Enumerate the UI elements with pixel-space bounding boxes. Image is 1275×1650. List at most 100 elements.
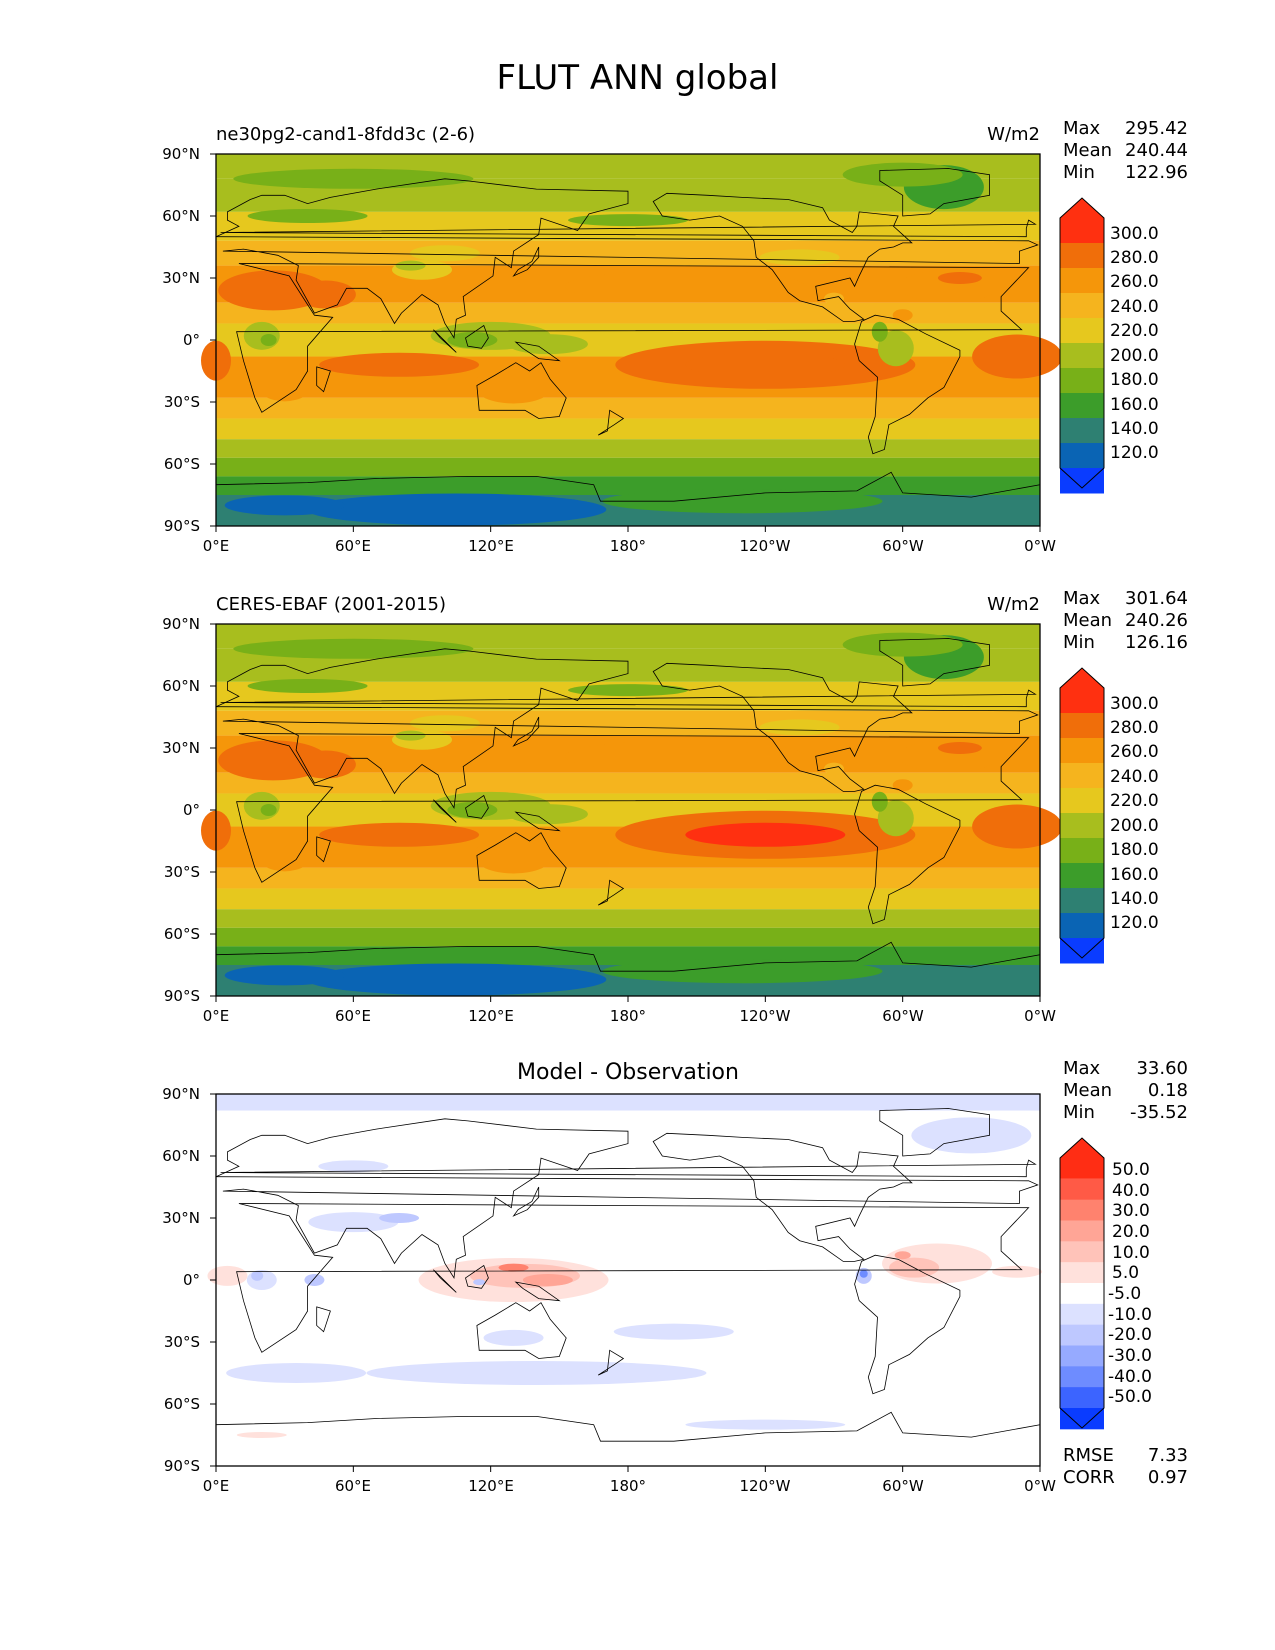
field-blob — [306, 493, 607, 526]
field-blob — [295, 750, 356, 779]
x-tick-label: 120°E — [468, 1007, 514, 1025]
field-blob — [759, 249, 840, 266]
zonal-band — [216, 772, 1040, 794]
coastline — [879, 638, 990, 687]
colorbar-swatch — [1060, 1303, 1104, 1326]
field-blob — [759, 719, 840, 736]
x-tick-label: 0°E — [202, 1477, 230, 1495]
stat-label: Mean — [1063, 140, 1113, 161]
stat-label: RMSE — [1063, 1445, 1114, 1466]
field-blob — [306, 963, 607, 996]
field-blob — [247, 679, 368, 693]
colorbar-label: -10.0 — [1108, 1305, 1152, 1325]
zonal-band — [216, 793, 1040, 827]
coastline — [476, 362, 567, 419]
panel-3-colorbar — [1059, 1137, 1105, 1430]
field-blob — [498, 1263, 529, 1272]
zonal-band — [216, 867, 1040, 889]
colorbar-label: 120.0 — [1110, 443, 1159, 463]
field-blob — [379, 1213, 420, 1223]
panel-3-stat-min: Min -35.52 — [1063, 1102, 1188, 1124]
panel-1-stat-min: Min 122.96 — [1063, 162, 1188, 184]
coastline — [220, 219, 1037, 238]
stat-label: Max — [1063, 118, 1101, 139]
coastline — [215, 1118, 1039, 1280]
stat-label: CORR — [1063, 1467, 1115, 1488]
coastline — [433, 1269, 457, 1293]
coastline — [220, 689, 1037, 708]
colorbar-label: 300.0 — [1110, 224, 1159, 244]
coastline — [215, 648, 1039, 810]
field-blob — [447, 802, 498, 818]
zonal-band — [216, 418, 1040, 440]
colorbar-label: -20.0 — [1108, 1325, 1152, 1345]
colorbar-swatch — [1060, 1366, 1104, 1388]
zonal-band — [216, 1094, 1040, 1111]
field-blob — [842, 632, 963, 657]
field-blob — [319, 352, 480, 377]
colorbar-swatch — [1060, 1199, 1104, 1221]
field-blob — [565, 740, 806, 773]
x-tick-label: 60°W — [882, 537, 924, 555]
colorbar-label: 300.0 — [1110, 694, 1159, 714]
field-blob — [260, 334, 277, 346]
colorbar-label: 180.0 — [1110, 370, 1159, 390]
coastline — [854, 1254, 961, 1395]
colorbar-extend-bottom — [1060, 1408, 1104, 1428]
stat-value: 0.18 — [1147, 1080, 1188, 1101]
y-tick-label: 60°N — [162, 207, 200, 225]
field-blob — [685, 822, 846, 847]
field-blob — [233, 168, 474, 189]
field-blob — [877, 800, 914, 837]
colorbar-swatch — [1060, 1387, 1104, 1409]
stat-label: Mean — [1063, 610, 1113, 631]
field-blob — [295, 280, 356, 309]
colorbar-swatch — [1060, 788, 1104, 814]
field-blob — [236, 1432, 287, 1438]
coastline — [512, 716, 540, 747]
colorbar-swatch — [1060, 1241, 1104, 1263]
coastline — [514, 341, 561, 362]
colorbar-outline — [1059, 1137, 1105, 1429]
y-tick-label: 90°N — [162, 145, 200, 163]
colorbar-label: 30.0 — [1112, 1201, 1150, 1221]
colorbar-label: 120.0 — [1110, 913, 1159, 933]
colorbar-label: 240.0 — [1110, 297, 1159, 317]
colorbar-label: -5.0 — [1108, 1284, 1142, 1304]
colorbar-label: 280.0 — [1110, 718, 1159, 738]
figure-title: FLUT ANN global — [496, 58, 779, 98]
colorbar-swatch — [1060, 243, 1104, 269]
field-blob — [447, 332, 498, 348]
stat-value: 295.42 — [1125, 118, 1188, 139]
field-blob — [224, 495, 345, 516]
x-tick-label: 60°W — [882, 1477, 924, 1495]
panel-3-stat-corr: CORR 0.97 — [1063, 1467, 1188, 1489]
field-blob — [409, 245, 480, 262]
colorbar-label: 200.0 — [1110, 346, 1159, 366]
y-tick-label: 90°N — [162, 615, 200, 633]
coastline — [316, 1306, 331, 1333]
colorbar-swatch — [1060, 1345, 1104, 1367]
x-tick-label: 0°W — [1024, 1477, 1056, 1495]
stat-value: -35.52 — [1129, 1102, 1188, 1123]
coastline — [220, 1159, 1037, 1178]
field-blob — [395, 730, 426, 741]
panel-3-stat-mean: Mean 0.18 — [1063, 1080, 1188, 1102]
coastline — [597, 879, 625, 906]
colorbar-label: 160.0 — [1110, 865, 1159, 885]
coastline — [514, 1281, 561, 1302]
field-blob — [685, 352, 846, 377]
field-blob — [226, 1363, 367, 1383]
field-blob — [507, 334, 588, 355]
colorbar-swatch — [1060, 738, 1104, 764]
panel-3-stat-max: Max 33.60 — [1063, 1058, 1188, 1080]
field-blob — [824, 292, 844, 305]
field-blob — [395, 260, 426, 271]
stat-value: 33.60 — [1136, 1058, 1188, 1079]
coastline — [476, 832, 567, 889]
y-tick-label: 30°S — [163, 863, 200, 881]
x-tick-label: 0°W — [1024, 1007, 1056, 1025]
colorbar-swatch — [1060, 813, 1104, 839]
field-blob — [233, 638, 474, 659]
colorbar-swatch — [1060, 763, 1104, 789]
